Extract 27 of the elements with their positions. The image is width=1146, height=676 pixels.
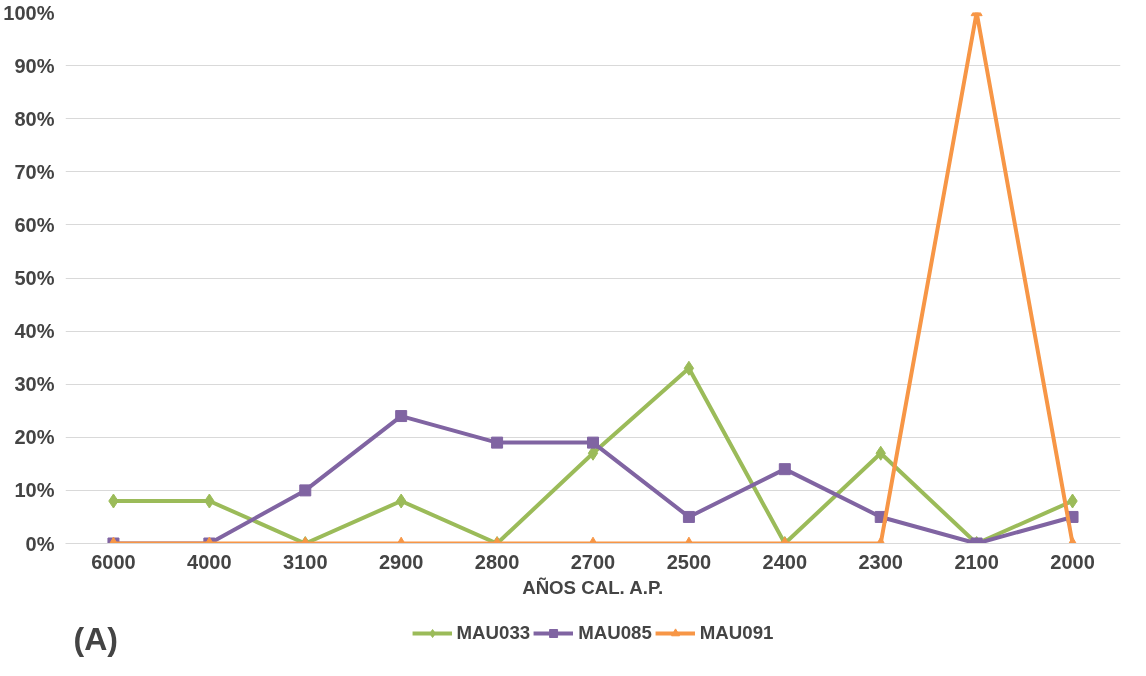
x-tick-label: 3100 [283,550,328,573]
x-tick-label: 2700 [570,550,616,573]
y-tick-label: 0% [25,532,55,555]
y-tick-label: 60% [14,213,55,236]
y-tick-label: 90% [14,54,55,77]
x-tick-label: 2400 [762,550,808,573]
text: (A) [73,620,118,657]
x-tick-label: 2300 [858,550,903,573]
legend-label: MAU091 [699,622,774,644]
legend-label: MAU085 [578,622,652,644]
y-tick-label: 40% [14,320,55,343]
y-tick-label: 100% [3,1,55,24]
y-tick-label: 10% [14,479,55,502]
y-tick-label: 50% [14,267,55,289]
legend-label: MAU033 [456,622,531,644]
x-tick-label: 2800 [474,550,520,573]
x-tick-label: 2000 [1050,550,1095,573]
x-tick-label: 6000 [91,550,136,573]
x-tick-label: 2100 [954,550,999,573]
y-tick-label: 20% [14,426,55,449]
y-tick-label: 80% [14,107,55,130]
x-tick-label: 2900 [378,550,424,573]
y-tick-label: 30% [14,373,55,396]
x-tick-label: 2500 [666,550,712,573]
x-axis-title: AÑOS CAL. A.P. [522,576,664,598]
y-tick-label: 70% [14,160,55,183]
x-tick-label: 4000 [187,550,232,573]
